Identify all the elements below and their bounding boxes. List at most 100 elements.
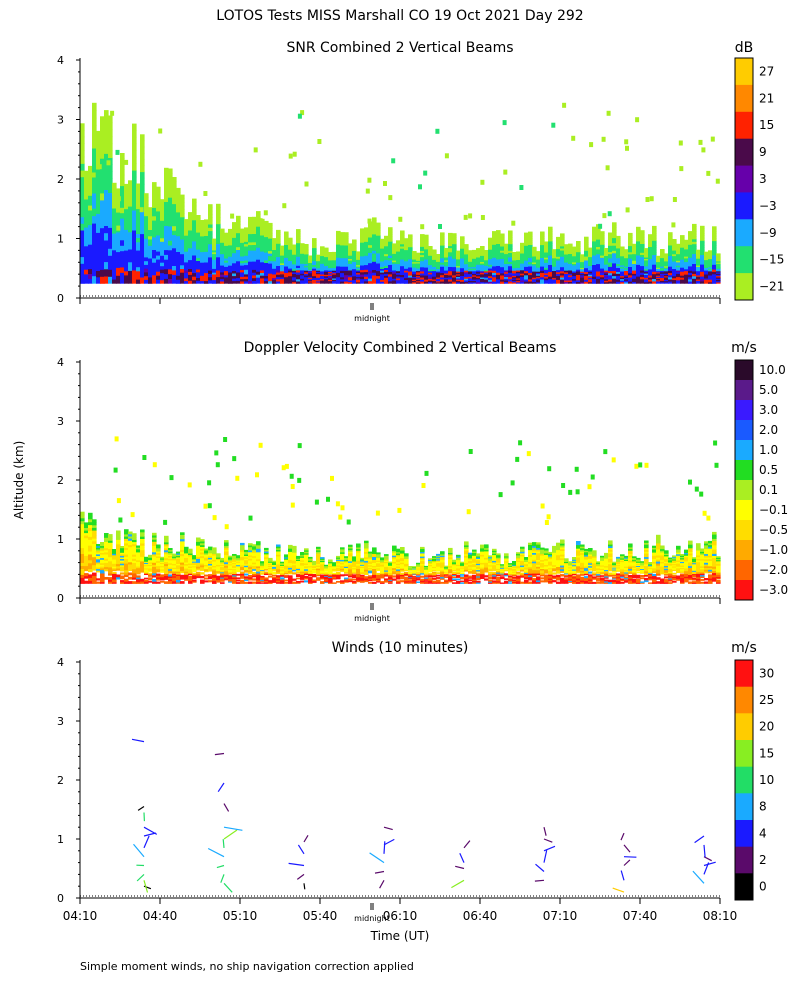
heatmap-cell: [704, 272, 709, 275]
heatmap-cell: [372, 250, 377, 254]
heatmap-cell: [256, 256, 261, 260]
heatmap-cell: [148, 561, 153, 564]
heatmap-cell: [200, 227, 205, 232]
heatmap-cell: [144, 238, 149, 243]
heatmap-cell: [480, 275, 485, 278]
heatmap-cell: [644, 261, 649, 264]
heatmap-cell: [224, 232, 229, 236]
heatmap-cell: [620, 264, 625, 267]
heatmap-cell: [692, 226, 697, 230]
heatmap-cell: [292, 254, 297, 257]
heatmap-cell: [224, 545, 229, 548]
heatmap-cell: [584, 244, 589, 247]
heatmap-cell: [684, 241, 689, 244]
heatmap-cell: [624, 277, 629, 280]
heatmap-cell: [164, 259, 169, 265]
heatmap-cell: [204, 277, 209, 282]
heatmap-cell: [200, 254, 205, 258]
heatmap-cell: [268, 278, 273, 282]
heatmap-cell: [628, 235, 633, 238]
heatmap-cell: [172, 194, 177, 200]
heatmap-cell: [140, 567, 145, 571]
heatmap-cell: [504, 278, 509, 281]
heatmap-cell: [80, 136, 85, 144]
heatmap-cell: [196, 547, 201, 550]
heatmap-cell: [244, 243, 249, 247]
heatmap-cell: [632, 273, 637, 276]
heatmap-cell: [440, 255, 445, 259]
heatmap-cell: [204, 238, 209, 242]
heatmap-cell: [204, 219, 209, 223]
heatmap-cell: [384, 235, 389, 239]
heatmap-cell: [600, 244, 605, 247]
heatmap-cell: [128, 555, 133, 558]
heatmap-cell: [156, 238, 161, 244]
heatmap-cell: [92, 102, 97, 111]
heatmap-cell: [516, 275, 521, 278]
heatmap-cell: [368, 234, 373, 238]
heatmap-cell: [712, 261, 717, 265]
heatmap-cell: [432, 253, 437, 256]
heatmap-cell: [216, 226, 221, 231]
heatmap-cell: [204, 558, 209, 561]
heatmap-cell: [688, 265, 693, 269]
heatmap-cell: [212, 565, 217, 568]
heatmap-cell: [256, 268, 261, 272]
heatmap-cell: [200, 259, 205, 263]
heatmap-cell: [324, 253, 329, 256]
heatmap-cell: [292, 270, 297, 273]
heatmap-cell: [564, 276, 569, 279]
heatmap-cell: [424, 279, 429, 282]
heatmap-cell: [704, 256, 709, 259]
heatmap-cell: [236, 229, 241, 234]
heatmap-cell: [176, 223, 181, 229]
heatmap-cell: [532, 269, 537, 272]
heatmap-cell: [216, 250, 221, 254]
heatmap-cell: [524, 253, 529, 257]
heatmap-cell: [640, 278, 645, 282]
midnight-label: midnight: [354, 314, 390, 323]
heatmap-cell: [136, 558, 141, 561]
heatmap-cell: [224, 257, 229, 261]
heatmap-cell: [124, 569, 129, 573]
heatmap-cell: [320, 257, 325, 260]
heatmap-cell: [712, 266, 717, 270]
heatmap-cell: [524, 264, 529, 267]
heatmap-cell: [532, 278, 537, 281]
heatmap-cell: [168, 580, 173, 583]
heatmap-cell: [616, 265, 621, 268]
heatmap-cell: [712, 252, 717, 256]
heatmap-cell: [480, 263, 485, 266]
heatmap-cell: [128, 550, 133, 554]
heatmap-cell: [706, 170, 711, 176]
heatmap-cell: [356, 280, 361, 283]
heatmap-cell: [548, 273, 553, 277]
heatmap-cell: [296, 235, 301, 239]
heatmap-cell: [176, 235, 181, 241]
heatmap-cell: [112, 187, 117, 192]
heatmap-cell: [300, 259, 305, 263]
heatmap-cell: [212, 279, 217, 282]
heatmap-cell: [160, 574, 165, 577]
heatmap-cell: [492, 265, 497, 269]
heatmap-cell: [252, 575, 257, 578]
heatmap-cell: [136, 566, 141, 569]
heatmap-cell: [212, 262, 217, 266]
heatmap-cell: [300, 249, 305, 253]
heatmap-cell: [376, 247, 381, 251]
heatmap-cell: [96, 565, 101, 568]
heatmap-cell: [144, 566, 149, 569]
heatmap-cell: [432, 260, 437, 263]
heatmap-cell: [672, 268, 677, 271]
heatmap-cell: [132, 564, 137, 568]
heatmap-cell: [688, 237, 693, 241]
heatmap-cell: [676, 250, 681, 253]
heatmap-cell: [296, 229, 301, 232]
heatmap-cell: [520, 244, 525, 247]
heatmap-cell: [572, 274, 577, 277]
heatmap-cell: [680, 281, 685, 284]
heatmap-cell: [184, 575, 189, 578]
heatmap-cell: [220, 258, 225, 261]
heatmap-cell: [116, 565, 121, 569]
heatmap-cell: [132, 581, 137, 584]
